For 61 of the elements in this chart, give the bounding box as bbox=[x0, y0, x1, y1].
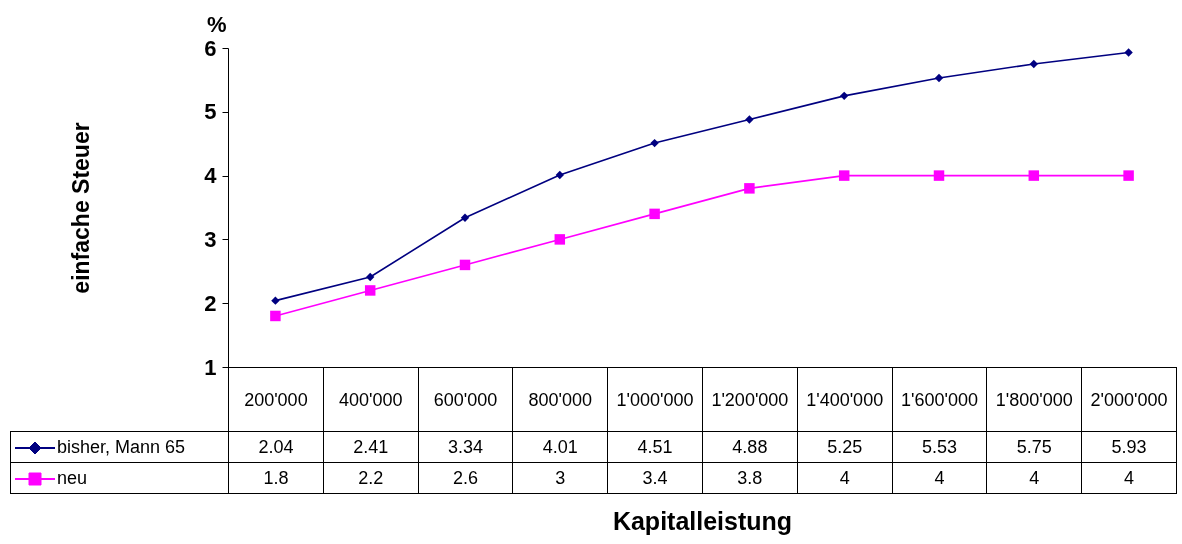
legend-label: bisher, Mann 65 bbox=[57, 437, 186, 457]
data-label: 3.34 bbox=[418, 431, 513, 463]
point bbox=[270, 310, 281, 322]
point bbox=[366, 272, 375, 282]
data-label: 3 bbox=[512, 462, 608, 494]
x-axis-title: Kapitalleistung bbox=[612, 506, 793, 535]
data-label: 4 bbox=[797, 462, 893, 494]
point bbox=[933, 170, 945, 181]
y-tick-label: 5 bbox=[204, 99, 217, 125]
data-label: 4 bbox=[1081, 462, 1177, 494]
y-tick-label: 4 bbox=[204, 163, 218, 189]
point bbox=[840, 91, 849, 101]
y-tick-label: 1 bbox=[204, 354, 217, 380]
point bbox=[934, 73, 944, 83]
data-label: 4.01 bbox=[512, 431, 608, 463]
x-tick-label: 1'800'000 bbox=[986, 367, 1082, 432]
point bbox=[1028, 170, 1040, 181]
x-tick-label: 1'600'000 bbox=[892, 367, 987, 432]
point bbox=[744, 183, 755, 194]
point bbox=[364, 285, 376, 296]
x-tick-label: 200'000 bbox=[228, 367, 324, 432]
data-label: 4 bbox=[892, 462, 987, 494]
data-label: 2.41 bbox=[323, 431, 419, 463]
text: % bbox=[207, 12, 227, 38]
data-label: 5.25 bbox=[797, 431, 893, 463]
point bbox=[1029, 59, 1038, 69]
data-label: 4 bbox=[986, 462, 1082, 494]
data-label: 4.51 bbox=[607, 431, 703, 463]
y-tick-label: 6 bbox=[204, 35, 217, 61]
legend-label: neu bbox=[57, 468, 88, 488]
data-label: 2.04 bbox=[228, 431, 324, 463]
data-label: 4.88 bbox=[702, 431, 798, 463]
x-tick-label: 1'200'000 bbox=[702, 367, 798, 432]
y-tick-label: 3 bbox=[204, 226, 217, 252]
point bbox=[1124, 48, 1133, 57]
point bbox=[271, 296, 280, 305]
point bbox=[460, 213, 470, 222]
data-label: 2.6 bbox=[418, 462, 513, 494]
x-tick-label: 400'000 bbox=[323, 367, 419, 432]
point bbox=[838, 170, 850, 181]
point bbox=[555, 170, 564, 180]
data-label: 1.8 bbox=[228, 462, 324, 494]
data-label: 5.93 bbox=[1081, 431, 1177, 463]
point bbox=[1123, 170, 1134, 181]
point bbox=[649, 208, 660, 220]
y-axis-title: einfache Steuer bbox=[68, 122, 95, 294]
point bbox=[459, 259, 471, 271]
data-label: 2.2 bbox=[323, 462, 419, 494]
x-tick-label: 1'400'000 bbox=[797, 367, 893, 432]
data-label: 3.4 bbox=[607, 462, 703, 494]
x-tick-label: 1'000'000 bbox=[607, 367, 703, 432]
data-label: 5.75 bbox=[986, 431, 1082, 463]
point bbox=[650, 138, 659, 148]
x-tick-label: 800'000 bbox=[512, 367, 608, 432]
point bbox=[554, 234, 566, 245]
y-tick-label: 2 bbox=[204, 290, 217, 316]
data-label: 5.53 bbox=[892, 431, 987, 463]
point bbox=[745, 115, 754, 124]
data-label: 3.8 bbox=[702, 462, 798, 494]
x-tick-label: 2'000'000 bbox=[1081, 367, 1177, 432]
x-tick-label: 600'000 bbox=[418, 367, 513, 432]
